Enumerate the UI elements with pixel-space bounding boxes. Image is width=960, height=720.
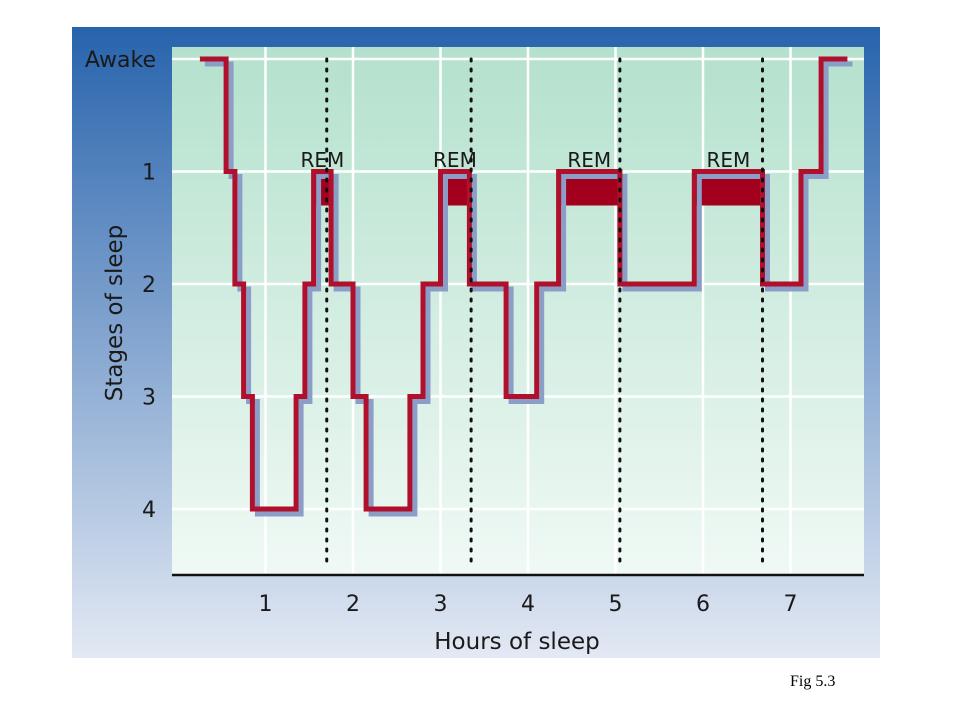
y-tick-label-1: 1	[142, 161, 156, 186]
x-tick-label-6: 7	[784, 592, 798, 617]
x-axis-title: Hours of sleep	[434, 629, 599, 655]
y-axis-title: Stages of sleep	[102, 225, 128, 402]
x-tick-label-4: 5	[609, 592, 623, 617]
x-tick-label-1: 2	[346, 592, 360, 617]
x-tick-label-5: 6	[696, 592, 710, 617]
figure-caption: Fig 5.3	[790, 673, 836, 690]
x-tick-label-0: 1	[259, 592, 273, 617]
sleep-trace	[199, 56, 848, 512]
rem-label-2: REM	[433, 148, 477, 172]
y-tick-label-3: 3	[142, 386, 156, 411]
rem-label-4: REM	[706, 148, 750, 172]
rem-label-1: REM	[300, 148, 344, 172]
plot-area	[172, 47, 864, 575]
y-tick-label-0: Awake	[85, 48, 156, 73]
rem-label-3: REM	[567, 148, 611, 172]
y-tick-label-2: 2	[142, 273, 156, 298]
sleep-trace-shadow	[204, 61, 853, 517]
chart-panel: REM REM REM REM Awake 1 2 3 4 1 2 3 4 5 6 7 Stages of s…	[72, 27, 880, 658]
x-tick-label-3: 4	[521, 592, 535, 617]
sleep-stages-chart: REM REM REM REM Awake 1 2 3 4 1 2 3 4 5 6 7 Stages of s…	[72, 27, 880, 658]
x-tick-label-2: 3	[434, 592, 448, 617]
y-tick-label-4: 4	[142, 498, 156, 523]
